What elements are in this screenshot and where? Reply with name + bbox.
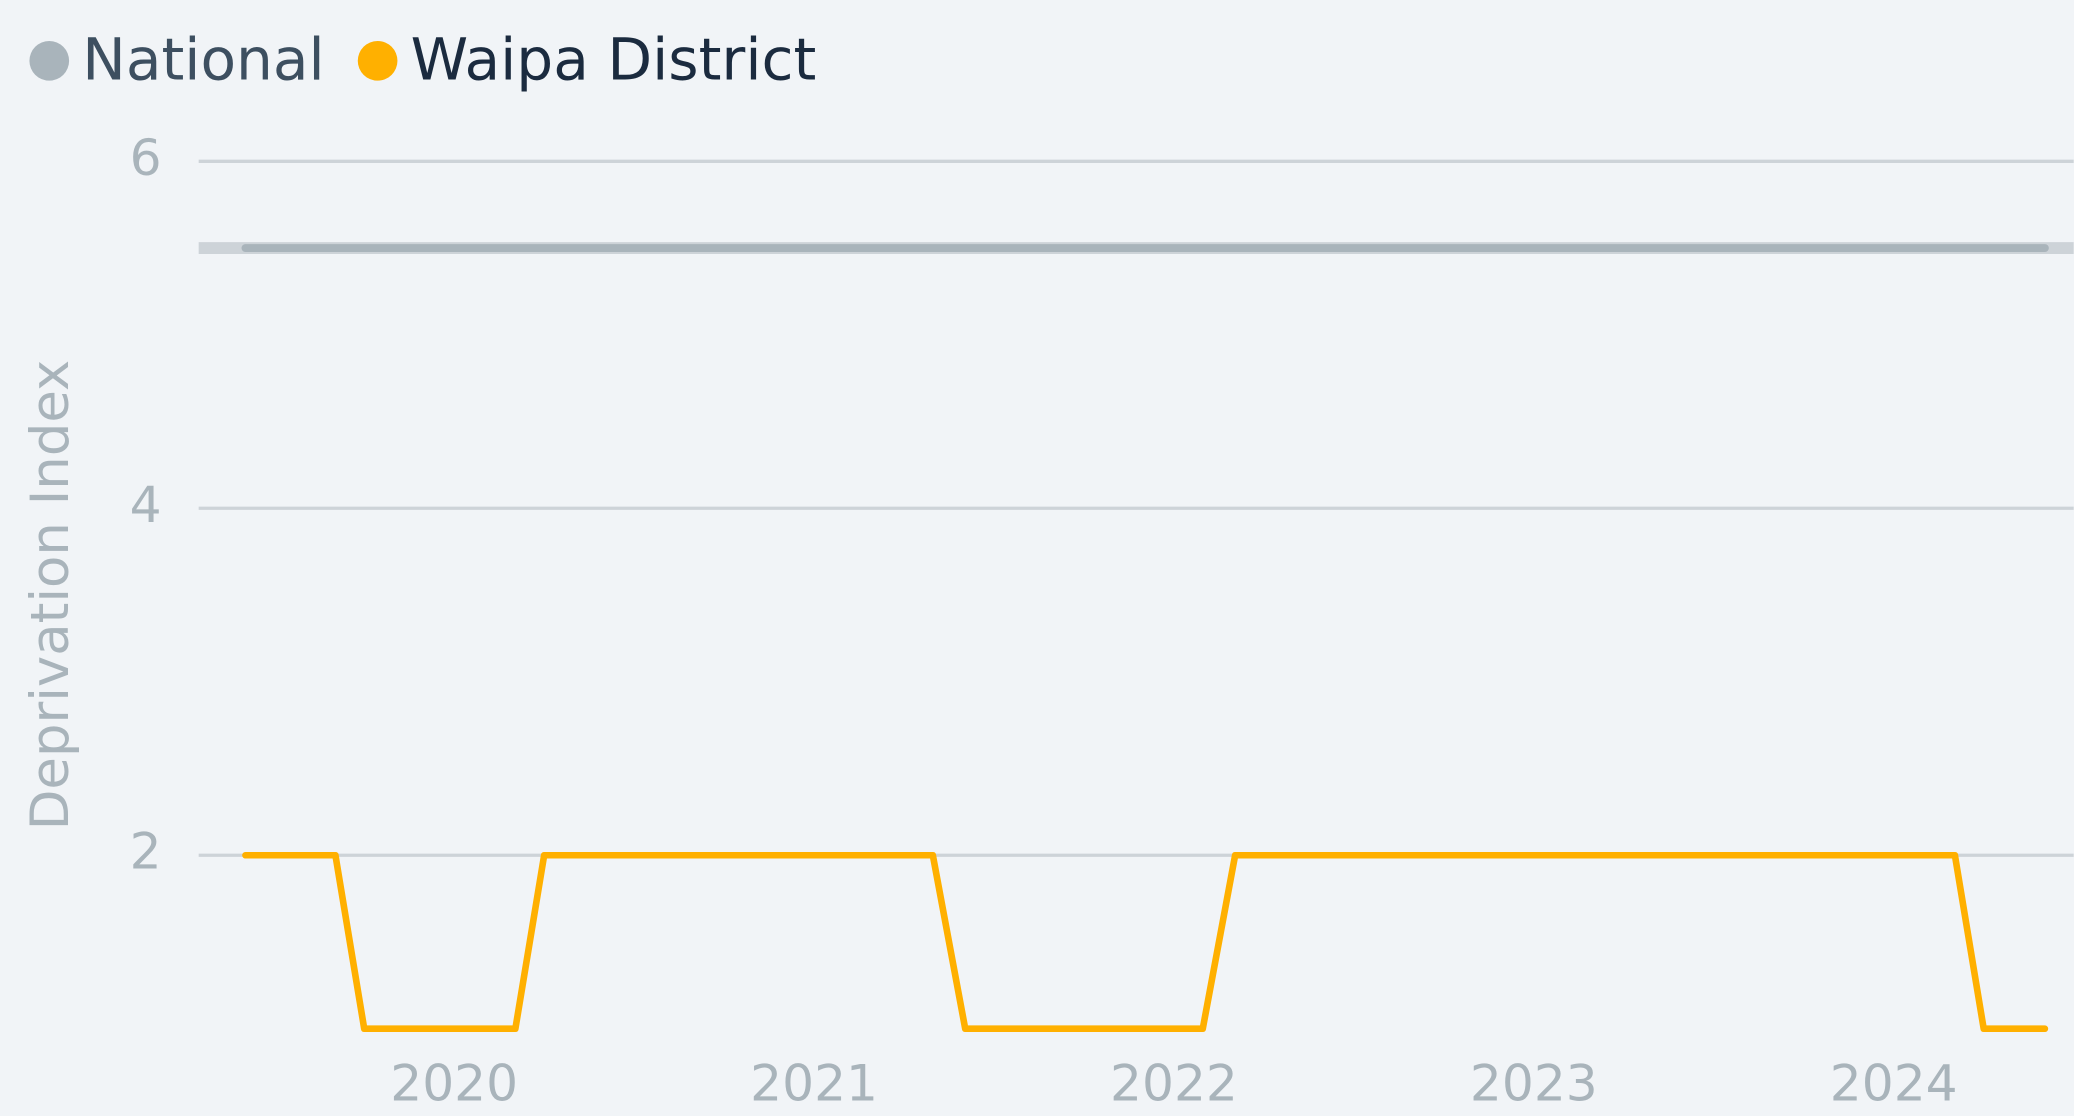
x-tick-label: 2020 — [390, 1053, 518, 1112]
x-tick-label: 2024 — [1830, 1053, 1958, 1112]
y-axis-title: Deprivation Index — [20, 360, 81, 831]
legend-label: Waipa District — [411, 26, 817, 94]
y-tick-label: 6 — [130, 128, 162, 187]
legend-swatch — [357, 40, 398, 81]
y-tick-label: 2 — [130, 822, 162, 881]
x-tick-label: 2023 — [1470, 1053, 1598, 1112]
legend-label: National — [82, 26, 324, 94]
x-tick-label: 2021 — [750, 1053, 878, 1112]
series-line — [242, 851, 2049, 1033]
legend-swatch — [29, 40, 70, 81]
y-tick-label: 4 — [130, 475, 162, 534]
x-tick-label: 2022 — [1110, 1053, 1238, 1112]
